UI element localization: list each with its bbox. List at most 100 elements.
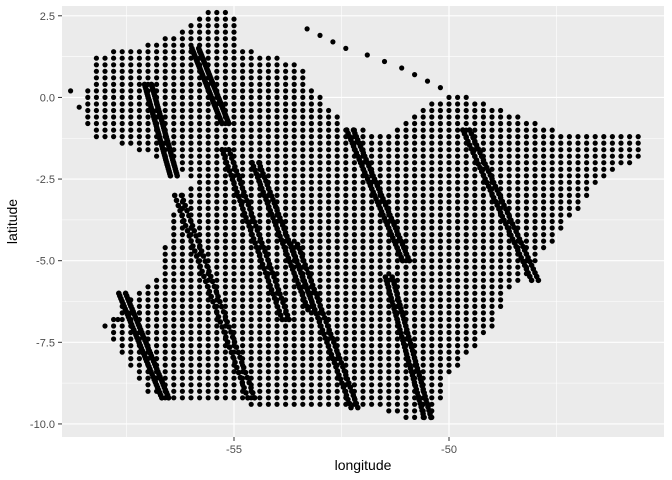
data-point bbox=[455, 205, 461, 211]
data-point bbox=[274, 94, 280, 100]
data-point bbox=[136, 127, 142, 133]
data-point bbox=[188, 284, 194, 290]
data-point bbox=[102, 101, 108, 107]
data-point bbox=[283, 173, 289, 179]
data-point bbox=[188, 68, 194, 74]
data-point bbox=[154, 55, 160, 61]
data-point bbox=[128, 114, 134, 120]
data-point bbox=[386, 245, 392, 251]
data-point bbox=[351, 310, 357, 316]
data-point bbox=[192, 248, 198, 254]
data-point bbox=[403, 140, 409, 146]
data-point bbox=[240, 225, 246, 231]
data-point bbox=[240, 94, 246, 100]
data-point bbox=[111, 114, 117, 120]
data-point bbox=[381, 58, 388, 65]
data-point bbox=[248, 49, 254, 55]
data-point bbox=[222, 297, 228, 303]
data-point bbox=[360, 277, 366, 283]
data-point bbox=[420, 205, 426, 211]
data-point bbox=[283, 140, 289, 146]
data-point bbox=[403, 395, 409, 401]
data-point bbox=[429, 375, 435, 381]
data-point bbox=[489, 147, 495, 153]
data-point bbox=[317, 114, 323, 120]
data-point bbox=[369, 382, 375, 388]
data-point bbox=[420, 290, 426, 296]
data-point bbox=[248, 264, 254, 270]
data-point bbox=[291, 284, 297, 290]
data-point bbox=[446, 264, 452, 270]
data-point bbox=[274, 401, 280, 407]
data-point bbox=[300, 323, 306, 329]
y-tick-label: -10.0 bbox=[30, 419, 55, 431]
data-point bbox=[360, 310, 366, 316]
data-point bbox=[446, 303, 452, 309]
data-point bbox=[205, 382, 211, 388]
data-point bbox=[283, 369, 289, 375]
data-point bbox=[230, 354, 236, 361]
data-point bbox=[162, 68, 168, 74]
data-point bbox=[566, 186, 573, 192]
data-point bbox=[231, 251, 237, 257]
data-point bbox=[222, 173, 228, 179]
data-point bbox=[498, 245, 504, 251]
data-point bbox=[291, 160, 297, 166]
data-point bbox=[489, 114, 495, 120]
data-point bbox=[403, 303, 409, 309]
data-point bbox=[291, 205, 297, 211]
data-point bbox=[541, 238, 547, 244]
data-point bbox=[343, 297, 349, 303]
data-point bbox=[291, 401, 297, 407]
data-point bbox=[154, 316, 160, 323]
data-point bbox=[85, 88, 91, 94]
data-point bbox=[291, 290, 297, 296]
data-point bbox=[437, 218, 443, 225]
data-point bbox=[308, 179, 314, 185]
data-point bbox=[377, 349, 383, 355]
data-point bbox=[317, 271, 323, 277]
data-point bbox=[394, 153, 400, 159]
data-point bbox=[308, 160, 314, 166]
data-point bbox=[214, 225, 220, 231]
data-point bbox=[274, 388, 280, 394]
data-point bbox=[145, 290, 151, 296]
data-point bbox=[437, 173, 443, 179]
data-point bbox=[437, 310, 443, 316]
data-point bbox=[291, 127, 297, 133]
data-point bbox=[480, 329, 486, 336]
data-point bbox=[265, 356, 271, 362]
data-point bbox=[265, 153, 271, 159]
data-point bbox=[231, 134, 237, 140]
data-point bbox=[575, 140, 581, 146]
data-point bbox=[558, 225, 564, 231]
data-point bbox=[179, 323, 185, 329]
data-point bbox=[214, 388, 220, 394]
data-point bbox=[231, 258, 237, 264]
data-point bbox=[343, 232, 349, 238]
data-point bbox=[119, 349, 125, 355]
data-point bbox=[257, 68, 263, 74]
data-point bbox=[446, 199, 452, 205]
data-point bbox=[541, 173, 547, 179]
data-point bbox=[351, 258, 357, 264]
data-point bbox=[188, 264, 194, 270]
data-point bbox=[403, 414, 409, 420]
data-point bbox=[171, 369, 177, 375]
data-point bbox=[271, 274, 277, 280]
data-point bbox=[618, 147, 624, 153]
data-point bbox=[248, 140, 254, 146]
data-point bbox=[420, 160, 426, 166]
data-point bbox=[455, 147, 461, 153]
data-point bbox=[283, 271, 289, 277]
data-point bbox=[455, 323, 461, 329]
data-point bbox=[300, 225, 306, 231]
data-point bbox=[601, 140, 607, 146]
data-point bbox=[437, 258, 443, 264]
data-point bbox=[274, 107, 280, 114]
data-point bbox=[205, 251, 211, 257]
data-point bbox=[308, 251, 314, 257]
data-point bbox=[145, 55, 151, 61]
data-point bbox=[334, 218, 340, 225]
data-point bbox=[532, 258, 538, 264]
